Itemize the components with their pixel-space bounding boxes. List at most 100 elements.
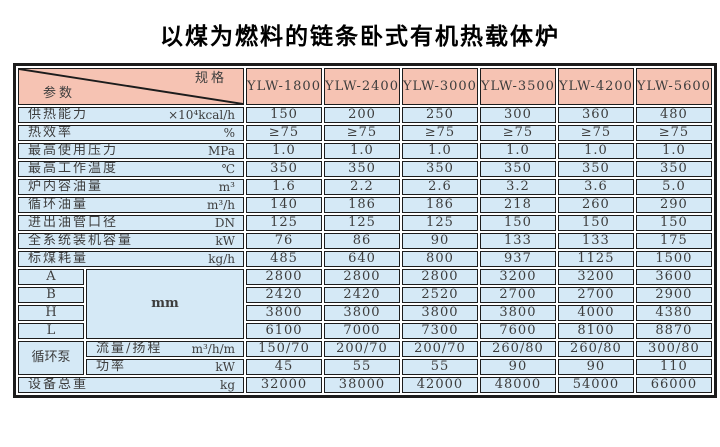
- value-cell: 3200: [557, 269, 634, 285]
- param-label: 热效率: [28, 125, 74, 140]
- total-label-cell: 设备总重 kg: [18, 377, 244, 393]
- value-cell: 4000: [557, 305, 634, 321]
- table-row: 标煤耗量 kg/h 485 640 800 937 1125 1500: [18, 251, 712, 267]
- value-cell: ≥75: [479, 125, 556, 141]
- dimension-label: A: [18, 269, 84, 285]
- value-cell: 48000: [479, 377, 556, 393]
- corner-param-label: 参数: [43, 86, 76, 101]
- value-cell: 90: [557, 359, 634, 375]
- table-row: 进出油管口径 DN 125 125 125 150 150 150: [18, 215, 712, 231]
- table-row: 供热能力 ×10⁴kcal/h 150 200 250 300 360 480: [18, 107, 712, 123]
- value-cell: 140: [246, 197, 322, 213]
- param-label: 全系统装机容量: [28, 233, 134, 248]
- value-cell: 6100: [246, 323, 322, 339]
- value-cell: 3600: [635, 269, 712, 285]
- value-cell: 1.0: [635, 143, 712, 159]
- value-cell: 1125: [557, 251, 634, 267]
- value-cell: 1500: [635, 251, 712, 267]
- value-cell: 260/80: [557, 341, 634, 357]
- param-label-cell: 标煤耗量 kg/h: [18, 251, 244, 267]
- model-column-header: YLW-2400: [323, 68, 400, 105]
- param-label-cell: 最高使用压力 MPa: [18, 143, 244, 159]
- value-cell: 1.0: [323, 143, 400, 159]
- value-cell: 3.2: [479, 179, 556, 195]
- page-title: 以煤为燃料的链条卧式有机热载体炉: [160, 24, 560, 50]
- value-cell: 3800: [401, 305, 478, 321]
- param-label-cell: 全系统装机容量 kW: [18, 233, 244, 249]
- table-row: H 3800 3800 3800 3800 4000 4380: [18, 305, 712, 321]
- model-column-header: YLW-3500: [479, 68, 556, 105]
- value-cell: 8870: [635, 323, 712, 339]
- model-column-header: YLW-1800: [246, 68, 322, 105]
- value-cell: 125: [323, 215, 400, 231]
- value-cell: 2700: [479, 287, 556, 303]
- value-cell: 110: [635, 359, 712, 375]
- value-cell: 300: [479, 107, 556, 123]
- value-cell: 200/70: [401, 341, 478, 357]
- value-cell: 125: [246, 215, 322, 231]
- value-cell: 7300: [401, 323, 478, 339]
- param-label: 循环油量: [28, 197, 89, 212]
- param-label-cell: 最高工作温度 ℃: [18, 161, 244, 177]
- spec-table: 规格 参数 YLW-1800 YLW-2400 YLW-3000 YLW-350…: [13, 63, 717, 398]
- value-cell: 5.0: [635, 179, 712, 195]
- value-cell: 186: [323, 197, 400, 213]
- value-cell: 300/80: [635, 341, 712, 357]
- value-cell: 1.0: [479, 143, 556, 159]
- value-cell: 3800: [246, 305, 322, 321]
- pump-group-label: 循环泵: [18, 341, 84, 375]
- value-cell: 66000: [635, 377, 712, 393]
- value-cell: 150: [635, 215, 712, 231]
- value-cell: 2900: [635, 287, 712, 303]
- param-label-cell: 热效率%: [18, 125, 244, 141]
- param-label: 供热能力: [28, 107, 89, 122]
- table-row: 最高使用压力 MPa 1.0 1.0 1.0 1.0 1.0 1.0: [18, 143, 712, 159]
- value-cell: 480: [635, 107, 712, 123]
- param-unit: DN: [214, 216, 235, 230]
- param-label: 最高使用压力: [28, 143, 119, 158]
- value-cell: 350: [246, 161, 322, 177]
- value-cell: ≥75: [635, 125, 712, 141]
- value-cell: 150: [557, 215, 634, 231]
- value-cell: 937: [479, 251, 556, 267]
- value-cell: 4380: [635, 305, 712, 321]
- table-row: 设备总重 kg 32000 38000 42000 48000 54000 660…: [18, 377, 712, 393]
- value-cell: 2420: [246, 287, 322, 303]
- header-row: 规格 参数 YLW-1800 YLW-2400 YLW-3000 YLW-350…: [18, 68, 712, 105]
- param-label: 最高工作温度: [28, 161, 119, 176]
- model-column-header: YLW-4200: [557, 68, 634, 105]
- param-unit: kW: [215, 234, 235, 248]
- dimension-label: L: [18, 323, 84, 339]
- pump-param-cell: 功率 kW: [86, 359, 244, 375]
- table-row: L 6100 7000 7300 7600 8100 8870: [18, 323, 712, 339]
- value-cell: 86: [323, 233, 400, 249]
- value-cell: 2800: [246, 269, 322, 285]
- value-cell: 1.0: [557, 143, 634, 159]
- corner-spec-label: 规格: [194, 71, 227, 86]
- table-row: 全系统装机容量 kW 76 86 90 133 133 175: [18, 233, 712, 249]
- table-row: 最高工作温度 ℃ 350 350 350 350 350 350: [18, 161, 712, 177]
- value-cell: 350: [479, 161, 556, 177]
- param-label: 炉内容油量: [28, 179, 104, 194]
- param-unit: ×10⁴kcal/h: [168, 108, 235, 122]
- value-cell: 218: [479, 197, 556, 213]
- dimension-label: H: [18, 305, 84, 321]
- value-cell: 1.0: [401, 143, 478, 159]
- value-cell: 76: [246, 233, 322, 249]
- value-cell: 3200: [479, 269, 556, 285]
- value-cell: 485: [246, 251, 322, 267]
- value-cell: 7600: [479, 323, 556, 339]
- param-label: 标煤耗量: [28, 251, 89, 266]
- value-cell: 800: [401, 251, 478, 267]
- value-cell: 2.2: [323, 179, 400, 195]
- value-cell: 150/70: [246, 341, 322, 357]
- value-cell: 350: [401, 161, 478, 177]
- value-cell: 640: [323, 251, 400, 267]
- value-cell: 55: [323, 359, 400, 375]
- value-cell: 2520: [401, 287, 478, 303]
- value-cell: ≥75: [246, 125, 322, 141]
- dimension-label: B: [18, 287, 84, 303]
- value-cell: 175: [635, 233, 712, 249]
- param-unit: ℃: [221, 162, 235, 176]
- table-row: 循环泵 流量/扬程 m³/h/m 150/70 200/70 200/70 260…: [18, 341, 712, 375]
